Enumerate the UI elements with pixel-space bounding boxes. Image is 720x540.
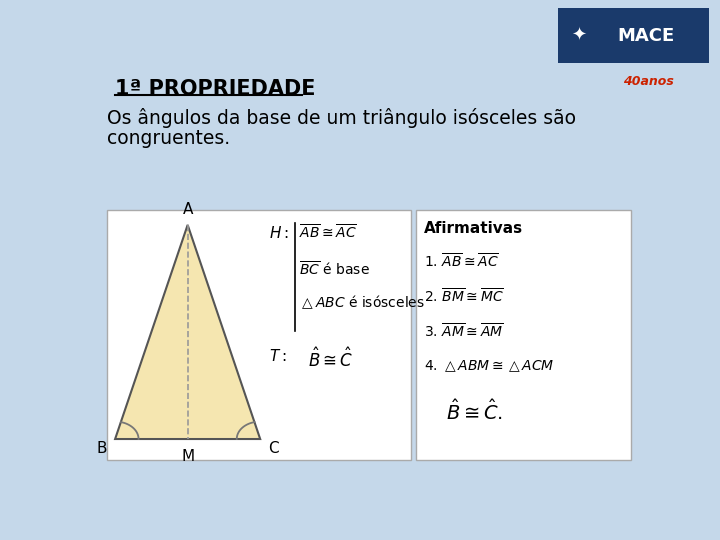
Text: Afirmativas: Afirmativas <box>423 221 523 236</box>
Text: $T:$: $T:$ <box>269 348 287 363</box>
Text: B: B <box>96 441 107 456</box>
Text: M: M <box>181 449 194 464</box>
FancyBboxPatch shape <box>558 8 709 63</box>
Text: $\hat{B} \cong \hat{C}$: $\hat{B} \cong \hat{C}$ <box>307 348 353 371</box>
Text: C: C <box>269 441 279 456</box>
Text: $\hat{B} \cong \hat{C}.$: $\hat{B} \cong \hat{C}.$ <box>446 400 503 424</box>
FancyBboxPatch shape <box>107 210 411 460</box>
Text: 2. $\overline{BM} \cong \overline{MC}$: 2. $\overline{BM} \cong \overline{MC}$ <box>423 287 503 306</box>
Text: ✦: ✦ <box>572 26 587 45</box>
Text: 3. $\overline{AM} \cong \overline{AM}$: 3. $\overline{AM} \cong \overline{AM}$ <box>423 322 503 341</box>
Text: 40anos: 40anos <box>624 75 674 87</box>
Text: MACE: MACE <box>617 26 675 45</box>
Text: $\overline{BC}$ é base: $\overline{BC}$ é base <box>300 260 370 279</box>
Text: A: A <box>182 201 193 217</box>
Text: $H:$: $H:$ <box>269 225 289 241</box>
Text: Os ângulos da base de um triângulo isósceles são: Os ângulos da base de um triângulo isósc… <box>107 109 576 129</box>
Polygon shape <box>115 225 260 439</box>
Text: 1ª PROPRIEDADE: 1ª PROPRIEDADE <box>115 79 315 99</box>
Text: congruentes.: congruentes. <box>107 129 230 149</box>
FancyBboxPatch shape <box>416 210 631 460</box>
Text: 4. $\triangle ABM \cong \triangle ACM$: 4. $\triangle ABM \cong \triangle ACM$ <box>423 358 554 374</box>
Text: $\triangle ABC$ é isósceles: $\triangle ABC$ é isósceles <box>300 294 426 311</box>
Text: 1. $\overline{AB} \cong \overline{AC}$: 1. $\overline{AB} \cong \overline{AC}$ <box>423 252 498 270</box>
Text: $\overline{AB} \cong \overline{AC}$: $\overline{AB} \cong \overline{AC}$ <box>300 223 357 241</box>
